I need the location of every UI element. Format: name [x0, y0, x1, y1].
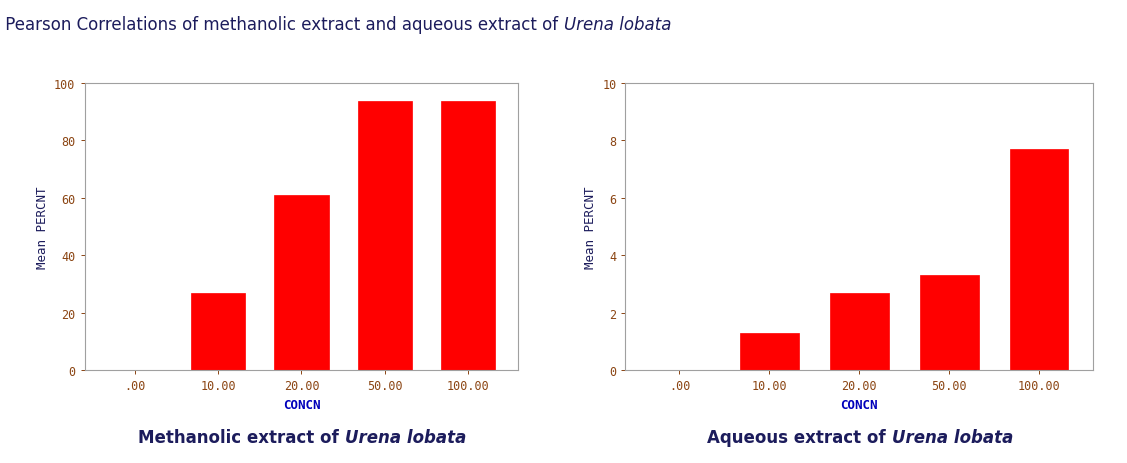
Bar — [190, 293, 246, 370]
Bar — [1010, 150, 1068, 370]
Bar — [274, 195, 329, 370]
Text: Urena lobata: Urena lobata — [891, 429, 1013, 446]
Text: Urena lobata: Urena lobata — [345, 429, 467, 446]
Text: Aqueous extract of: Aqueous extract of — [708, 429, 891, 446]
Text: Figure1: Pearson Correlations of methanolic extract and aqueous extract of: Figure1: Pearson Correlations of methano… — [0, 16, 564, 34]
X-axis label: CONCN: CONCN — [841, 398, 878, 411]
Text: Methanolic extract of: Methanolic extract of — [139, 429, 345, 446]
Text: Urena lobata: Urena lobata — [564, 16, 671, 34]
Bar — [831, 293, 888, 370]
Bar — [740, 333, 799, 370]
Bar — [920, 275, 978, 370]
Y-axis label: Mean PERCNT: Mean PERCNT — [36, 186, 48, 268]
Bar — [357, 102, 412, 370]
Bar — [442, 102, 496, 370]
Y-axis label: Mean PERCNT: Mean PERCNT — [584, 186, 596, 268]
X-axis label: CONCN: CONCN — [283, 398, 320, 411]
